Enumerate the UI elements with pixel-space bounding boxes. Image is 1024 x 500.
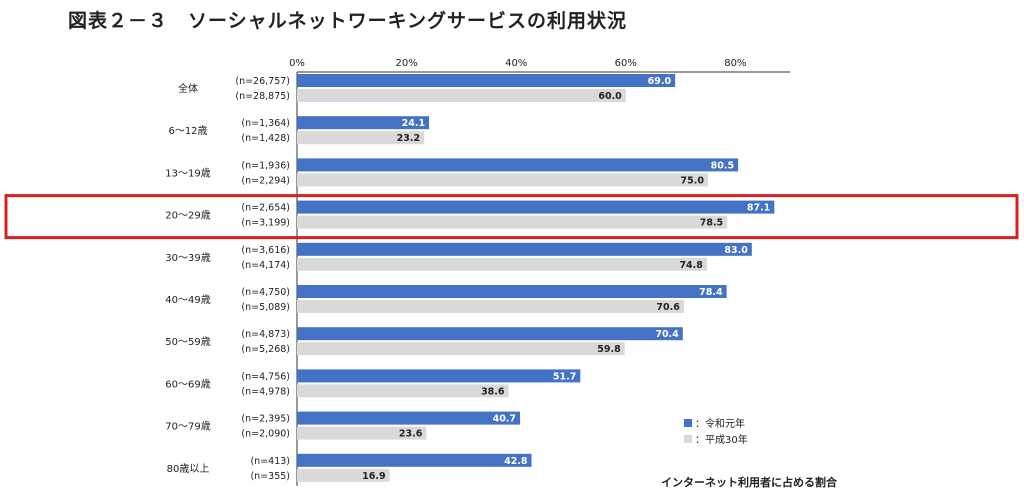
data-label: 78.5 (700, 218, 723, 229)
sample-size-label: (n=2,654) (241, 203, 290, 214)
sample-size-label: (n=1,428) (241, 133, 290, 144)
data-label: 75.0 (681, 175, 705, 186)
category-label: 70～79歳 (165, 421, 210, 433)
category-label: 30～39歳 (165, 252, 210, 264)
data-label: 69.0 (648, 76, 672, 87)
x-tick-label: 80% (724, 58, 746, 69)
bar (297, 242, 752, 256)
sample-size-label: (n=5,268) (241, 344, 290, 355)
bar (297, 116, 430, 130)
data-label: 78.4 (699, 287, 723, 298)
category-label: 60～69歳 (165, 378, 210, 390)
x-tick-label: 20% (395, 58, 417, 69)
legend-label: ：平成30年 (695, 433, 748, 446)
bar (297, 411, 521, 425)
bar (297, 131, 425, 145)
category-label: 13～19歳 (165, 167, 210, 179)
sample-size-label: (n=4,756) (241, 371, 290, 382)
bar (297, 285, 727, 298)
bar (297, 300, 684, 313)
sample-size-label: (n=28,875) (235, 91, 290, 102)
data-label: 23.2 (397, 133, 420, 144)
category-label: 20～29歳 (165, 210, 210, 222)
sample-size-label: (n=413) (250, 456, 290, 467)
bar (297, 426, 427, 440)
bar (297, 468, 390, 482)
highlight-box (4, 194, 1019, 240)
sample-size-label: (n=2,395) (241, 414, 290, 425)
bar (297, 257, 707, 271)
bar (297, 342, 625, 356)
data-label: 40.7 (493, 414, 516, 425)
sample-size-label: (n=3,199) (241, 218, 290, 229)
bar (297, 327, 683, 341)
x-tick-label: 60% (615, 58, 637, 69)
bar (297, 384, 509, 398)
sample-size-label: (n=355) (250, 471, 290, 482)
bar (297, 173, 708, 187)
category-label: 50～59歳 (165, 336, 210, 348)
legend-swatch (684, 435, 692, 443)
data-label: 38.6 (481, 386, 505, 397)
sample-size-label: (n=2,294) (241, 175, 290, 186)
legend-label: ：令和元年 (695, 417, 745, 430)
x-tick-label: 0% (289, 58, 305, 69)
sample-size-label: (n=4,978) (241, 386, 290, 397)
data-label: 16.9 (362, 471, 385, 482)
data-label: 23.6 (399, 429, 423, 440)
sample-size-label: (n=5,089) (241, 302, 290, 313)
sample-size-label: (n=4,873) (241, 329, 290, 340)
sample-size-label: (n=1,364) (241, 118, 290, 129)
bar (297, 158, 739, 172)
category-label: 全体 (178, 82, 198, 95)
sample-size-label: (n=1,936) (241, 160, 290, 171)
x-tick-label: 40% (505, 58, 527, 69)
data-label: 87.1 (747, 203, 770, 214)
sample-size-label: (n=26,757) (235, 76, 290, 87)
data-label: 80.5 (711, 160, 734, 171)
data-label: 74.8 (679, 260, 703, 271)
bar (297, 200, 775, 214)
sample-size-label: (n=4,174) (241, 260, 290, 271)
bar (297, 453, 532, 467)
sample-size-label: (n=2,090) (241, 429, 290, 440)
data-label: 60.0 (598, 91, 622, 102)
data-label: 70.6 (656, 302, 680, 313)
category-label: 80歳以上 (167, 463, 210, 475)
data-label: 42.8 (504, 456, 528, 467)
bar (297, 89, 626, 102)
bar (297, 369, 581, 383)
data-label: 83.0 (724, 245, 748, 256)
category-label: 40～49歳 (165, 294, 210, 306)
data-label: 70.4 (655, 329, 679, 340)
bar (297, 215, 728, 229)
bar (297, 74, 676, 87)
chart-note: インターネット利用者に占める割合 (661, 476, 837, 489)
sample-size-label: (n=3,616) (241, 245, 290, 256)
data-label: 24.1 (402, 118, 425, 129)
sample-size-label: (n=4,750) (241, 287, 290, 298)
data-label: 51.7 (553, 371, 576, 382)
legend-swatch (684, 419, 692, 427)
category-label: 6～12歳 (168, 125, 207, 137)
chart-title: 図表２－３ ソーシャルネットワーキングサービスの利用状況 (68, 10, 628, 32)
data-label: 59.8 (597, 344, 621, 355)
